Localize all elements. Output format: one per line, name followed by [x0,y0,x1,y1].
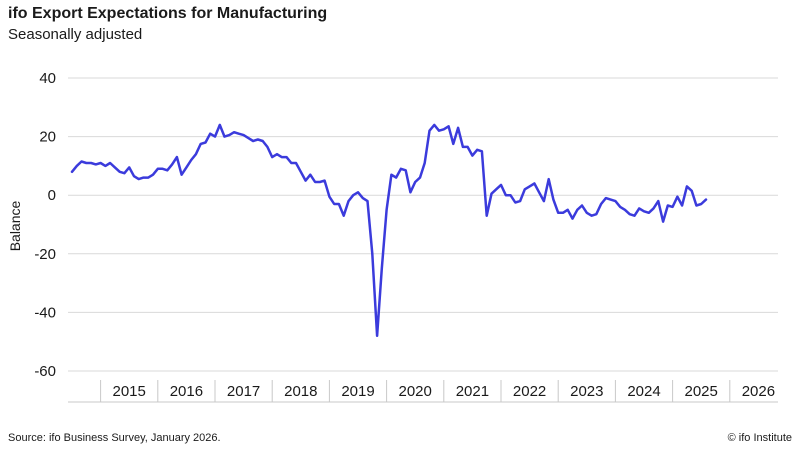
y-tick-label: 40 [39,70,56,87]
chart-title: ifo Export Expectations for Manufacturin… [8,5,328,22]
y-tick-label: -20 [34,246,56,263]
x-tick-label: 2016 [170,383,203,400]
x-tick-label: 2015 [113,383,146,400]
y-tick-label: -60 [34,363,56,380]
chart-subtitle: Seasonally adjusted [8,26,143,43]
y-tick-label: 20 [39,129,56,146]
x-tick-label: 2021 [456,383,489,400]
x-tick-label: 2017 [227,383,260,400]
y-tick-label: -40 [34,304,56,321]
x-tick-label: 2024 [627,383,660,400]
x-tick-label: 2023 [570,383,603,400]
x-tick-label: 2018 [284,383,317,400]
gridlines [68,77,778,403]
y-axis: 40 20 0 -20 -40 -60 [34,70,56,380]
series-layer [70,123,708,338]
x-tick-label: 2026 [742,383,775,400]
x-tick-label: 2019 [341,383,374,400]
copyright-note: © ifo Institute [727,432,792,444]
y-axis-label: Balance [7,200,23,251]
x-tick-label: 2020 [399,383,432,400]
x-tick-label: 2022 [513,383,546,400]
x-axis: 2015 2016 2017 2018 2019 2020 2021 2022 2023 2024… [100,380,775,402]
y-tick-label: 0 [48,187,56,204]
x-tick-label: 2025 [685,383,718,400]
source-note: Source: ifo Business Survey, January 202… [8,432,221,444]
series-line [70,123,708,338]
